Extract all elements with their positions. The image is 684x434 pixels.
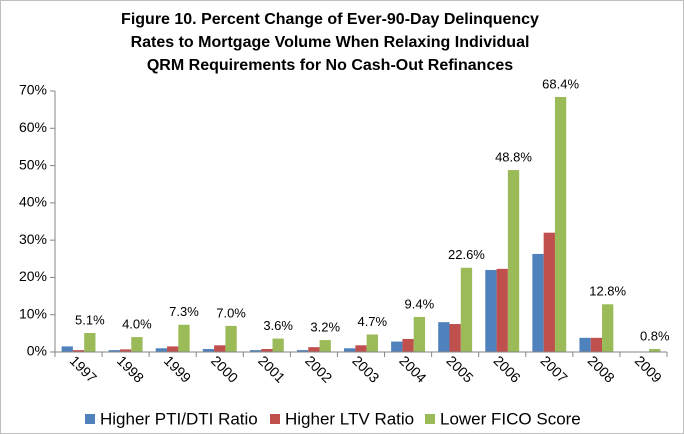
- bar: [344, 348, 356, 352]
- bar: [590, 337, 603, 352]
- bar: [413, 316, 426, 352]
- y-tick-label: 50%: [19, 156, 47, 172]
- legend-swatch: [425, 414, 435, 424]
- data-label: 7.3%: [169, 304, 199, 319]
- bar: [249, 350, 262, 352]
- bar: [155, 348, 168, 352]
- y-tick-label: 10%: [19, 305, 47, 321]
- bar: [579, 337, 591, 352]
- chart-title: QRM Requirements for No Cash-Out Refinan…: [147, 57, 513, 74]
- data-label: 3.6%: [263, 318, 293, 333]
- bar: [119, 349, 132, 352]
- chart-title: Rates to Mortgage Volume When Relaxing I…: [131, 34, 530, 51]
- y-tick-label: 60%: [19, 119, 47, 135]
- legend-label: Lower FICO Score: [440, 409, 581, 428]
- data-label: 68.4%: [542, 76, 579, 91]
- y-tick-label: 30%: [19, 231, 47, 247]
- y-tick-label: 20%: [19, 268, 47, 284]
- bar: [272, 338, 284, 352]
- data-label: 4.0%: [122, 317, 152, 332]
- data-label: 48.8%: [495, 149, 532, 164]
- bar: [178, 324, 190, 352]
- bar: [554, 96, 567, 352]
- bar: [225, 325, 237, 352]
- data-label: 4.7%: [357, 314, 387, 329]
- bar: [72, 350, 85, 352]
- y-tick-label: 70%: [19, 82, 47, 98]
- data-label: 5.1%: [75, 312, 105, 327]
- bar: [308, 347, 320, 352]
- bar: [61, 346, 73, 352]
- data-label: 3.2%: [310, 320, 340, 335]
- y-tick-label: 40%: [19, 194, 47, 210]
- bar: [438, 322, 450, 352]
- data-label: 9.4%: [405, 296, 435, 311]
- bar: [460, 267, 473, 352]
- data-label: 12.8%: [589, 284, 626, 299]
- bar: [167, 346, 179, 352]
- bar: [355, 345, 367, 352]
- bar: [496, 268, 508, 352]
- legend-label: Higher PTI/DTI Ratio: [100, 409, 258, 428]
- legend-swatch: [85, 414, 95, 424]
- bar: [391, 341, 403, 352]
- bar: [532, 253, 544, 352]
- bar: [602, 304, 614, 352]
- bar: [131, 337, 143, 352]
- bar: [108, 350, 120, 352]
- y-tick-label: 0%: [27, 343, 47, 359]
- data-label: 7.0%: [216, 305, 246, 320]
- bar: [261, 349, 273, 352]
- bar: [543, 232, 555, 352]
- bar: [649, 349, 661, 352]
- legend-swatch: [270, 414, 280, 424]
- bar: [507, 170, 520, 352]
- legend-label: Higher LTV Ratio: [285, 409, 414, 428]
- bar: [366, 334, 378, 352]
- chart-title: Figure 10. Percent Change of Ever-90-Day…: [121, 11, 539, 28]
- bar: [485, 269, 497, 352]
- bar: [202, 349, 215, 352]
- bar: [296, 350, 309, 352]
- bar: [319, 340, 331, 352]
- data-label: 22.6%: [448, 247, 485, 262]
- bar: [84, 332, 96, 352]
- bar: [449, 324, 461, 352]
- data-label: 0.8%: [640, 328, 670, 343]
- bar: [402, 338, 414, 352]
- bar: [214, 345, 226, 352]
